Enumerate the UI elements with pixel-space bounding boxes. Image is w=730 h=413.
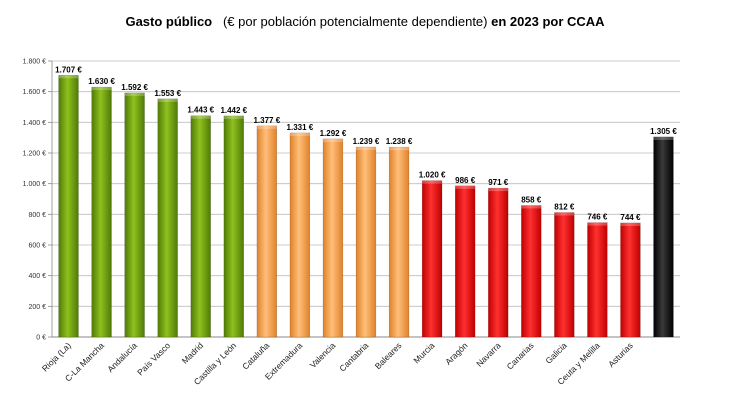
- bar: [289, 132, 311, 338]
- value-label: 1.630 €: [88, 77, 115, 86]
- bar-cap: [389, 147, 409, 151]
- y-tick-label: 1.800 €: [23, 59, 46, 66]
- value-label: 1.292 €: [320, 129, 347, 138]
- y-tick-label: 1.200 €: [23, 151, 46, 158]
- value-label: 1.553 €: [154, 89, 181, 98]
- category-label: Aragón: [443, 340, 470, 367]
- value-label: 1.443 €: [187, 106, 214, 115]
- bar-cap: [554, 212, 575, 216]
- value-label: 1.238 €: [386, 137, 413, 146]
- value-label: 1.592 €: [121, 83, 148, 92]
- bar-cap: [422, 180, 443, 184]
- category-label: Valencia: [308, 340, 338, 370]
- bar: [190, 115, 211, 338]
- value-label: 1.442 €: [220, 106, 247, 115]
- bar: [421, 180, 443, 338]
- y-tick-label: 1.600 €: [23, 89, 46, 96]
- bar: [554, 212, 575, 338]
- category-label: Murcia: [411, 340, 436, 365]
- category-label: País Vasco: [135, 340, 172, 377]
- y-tick-label: 1.000 €: [23, 181, 46, 188]
- bar: [653, 136, 674, 338]
- bar: [256, 125, 278, 338]
- bar: [454, 185, 476, 338]
- y-tick-label: 400 €: [28, 273, 46, 280]
- bar-cap: [190, 115, 211, 119]
- bar-cap: [653, 136, 674, 140]
- value-label: 1.707 €: [55, 65, 82, 74]
- bar: [488, 187, 509, 338]
- bar-cap: [223, 115, 244, 119]
- y-tick-label: 1.400 €: [23, 120, 46, 127]
- bar-cap: [157, 98, 178, 102]
- bar-cap: [124, 92, 145, 96]
- bar: [322, 138, 344, 338]
- y-tick-label: 800 €: [28, 212, 46, 219]
- bar-cap: [58, 75, 79, 79]
- bar: [355, 146, 377, 338]
- title-part-3: en 2023 por CCAA: [491, 14, 605, 29]
- y-tick-label: 200 €: [28, 304, 46, 311]
- category-label: Canarias: [505, 340, 536, 371]
- value-label: 1.377 €: [253, 116, 280, 125]
- bar-cap: [323, 138, 343, 142]
- value-label: 858 €: [521, 195, 542, 204]
- bar: [124, 92, 145, 338]
- category-label: Cataluña: [240, 340, 271, 371]
- bar-cap: [91, 87, 112, 91]
- y-axis: 0 € 200 € 400 € 600 € 800 € 1.000 € 1.200 € 1.4…: [23, 59, 53, 342]
- bar-cap: [289, 132, 310, 136]
- value-label: 971 €: [488, 178, 509, 187]
- category-label: Cantabria: [337, 340, 370, 373]
- bars: [58, 75, 674, 338]
- bar: [91, 86, 112, 338]
- bar-cap: [455, 185, 476, 189]
- value-label: 746 €: [587, 213, 608, 222]
- category-label: Asturias: [606, 340, 635, 369]
- category-label: Navarra: [474, 340, 503, 369]
- bar-cap: [521, 205, 542, 209]
- value-label: 812 €: [554, 202, 575, 211]
- value-label: 744 €: [620, 213, 641, 222]
- value-label: 1.331 €: [287, 123, 314, 132]
- y-tick-label: 0 €: [36, 335, 46, 342]
- category-label: Andalucía: [105, 340, 139, 374]
- value-label: 1.239 €: [353, 137, 380, 146]
- chart-title: Gasto público (€ por población potencial…: [0, 14, 730, 29]
- bar: [223, 115, 244, 338]
- bar: [58, 75, 79, 338]
- category-label: Baleares: [373, 340, 404, 371]
- bar: [388, 146, 410, 338]
- bar-cap: [256, 125, 277, 129]
- bar-cap: [587, 222, 608, 226]
- category-label: Madrid: [180, 340, 206, 366]
- value-label: 986 €: [455, 176, 476, 185]
- bar: [620, 222, 641, 338]
- title-part-1: Gasto público: [125, 14, 213, 29]
- value-labels: 1.707 € 1.630 € 1.592 € 1.553 € 1.443 € 1.442…: [55, 65, 677, 222]
- bar-cap: [488, 188, 509, 192]
- bar: [521, 205, 542, 338]
- category-label: Galicia: [543, 340, 569, 366]
- bar: [157, 98, 178, 338]
- bar-cap: [620, 222, 641, 226]
- bar: [587, 222, 608, 338]
- category-label: Rioja (La): [40, 340, 73, 373]
- value-label: 1.020 €: [419, 171, 446, 180]
- title-part-2: (€ por población potencialmente dependie…: [222, 14, 488, 29]
- bar-cap: [356, 147, 376, 151]
- value-label: 1.305 €: [650, 127, 677, 136]
- y-tick-label: 600 €: [28, 243, 46, 250]
